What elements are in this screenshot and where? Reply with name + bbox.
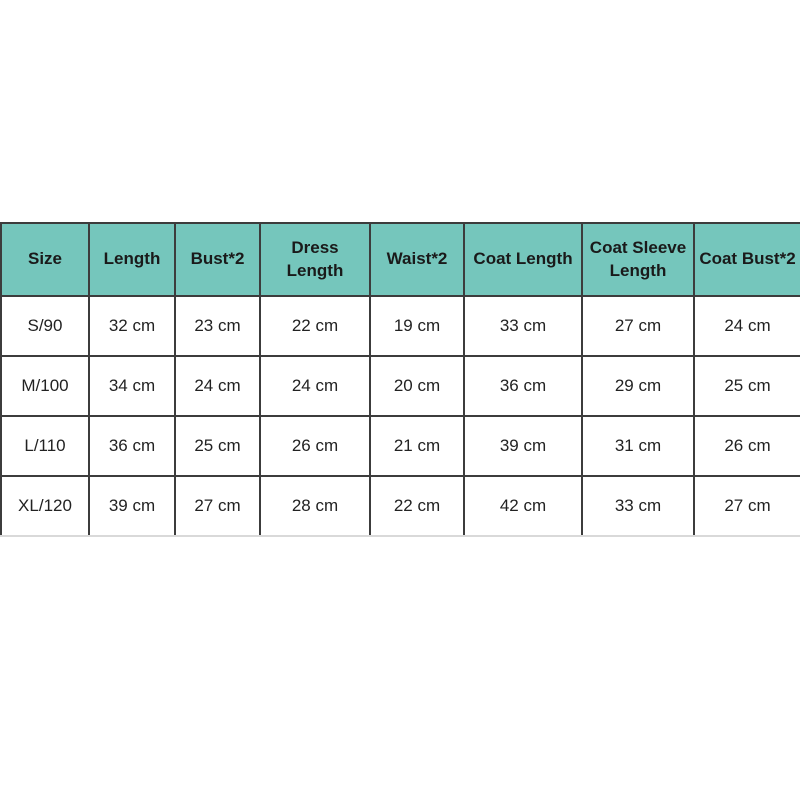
cell-value: 23 cm xyxy=(174,295,261,357)
col-header-coat-sleeve-length: Coat Sleeve Length xyxy=(581,222,695,297)
cell-value: 20 cm xyxy=(369,355,465,417)
cell-value: 32 cm xyxy=(88,295,176,357)
cell-size-label: L/110 xyxy=(0,415,90,477)
cell-value: 24 cm xyxy=(259,355,371,417)
cell-value: 24 cm xyxy=(693,295,800,357)
cell-value: 25 cm xyxy=(693,355,800,417)
cell-value: 24 cm xyxy=(174,355,261,417)
col-header-length: Length xyxy=(88,222,176,297)
cell-value: 34 cm xyxy=(88,355,176,417)
cell-value: 29 cm xyxy=(581,355,695,417)
cell-size-label: S/90 xyxy=(0,295,90,357)
table-row-xl120: XL/120 39 cm 27 cm 28 cm 22 cm 42 cm 33 … xyxy=(0,475,800,537)
col-header-bust: Bust*2 xyxy=(174,222,261,297)
col-header-dress-length: Dress Length xyxy=(259,222,371,297)
col-header-coat-bust: Coat Bust*2 xyxy=(693,222,800,297)
header-row: Size Length Bust*2 Dress Length Waist*2 … xyxy=(0,222,800,297)
table-row-s90: S/90 32 cm 23 cm 22 cm 19 cm 33 cm 27 cm… xyxy=(0,295,800,357)
col-header-waist: Waist*2 xyxy=(369,222,465,297)
size-chart-table: Size Length Bust*2 Dress Length Waist*2 … xyxy=(0,222,800,537)
cell-value: 22 cm xyxy=(259,295,371,357)
table-row-m100: M/100 34 cm 24 cm 24 cm 20 cm 36 cm 29 c… xyxy=(0,355,800,417)
cell-value: 33 cm xyxy=(581,475,695,537)
cell-value: 27 cm xyxy=(693,475,800,537)
cell-value: 36 cm xyxy=(88,415,176,477)
col-header-size: Size xyxy=(0,222,90,297)
cell-value: 33 cm xyxy=(463,295,583,357)
col-header-coat-length: Coat Length xyxy=(463,222,583,297)
cell-value: 22 cm xyxy=(369,475,465,537)
cell-value: 21 cm xyxy=(369,415,465,477)
cell-value: 27 cm xyxy=(174,475,261,537)
cell-value: 36 cm xyxy=(463,355,583,417)
cell-value: 28 cm xyxy=(259,475,371,537)
cell-value: 25 cm xyxy=(174,415,261,477)
cell-value: 26 cm xyxy=(693,415,800,477)
cell-value: 19 cm xyxy=(369,295,465,357)
cell-value: 42 cm xyxy=(463,475,583,537)
cell-value: 39 cm xyxy=(463,415,583,477)
cell-value: 31 cm xyxy=(581,415,695,477)
cell-value: 39 cm xyxy=(88,475,176,537)
cell-size-label: XL/120 xyxy=(0,475,90,537)
cell-value: 27 cm xyxy=(581,295,695,357)
cell-value: 26 cm xyxy=(259,415,371,477)
cell-size-label: M/100 xyxy=(0,355,90,417)
table-row-l110: L/110 36 cm 25 cm 26 cm 21 cm 39 cm 31 c… xyxy=(0,415,800,477)
